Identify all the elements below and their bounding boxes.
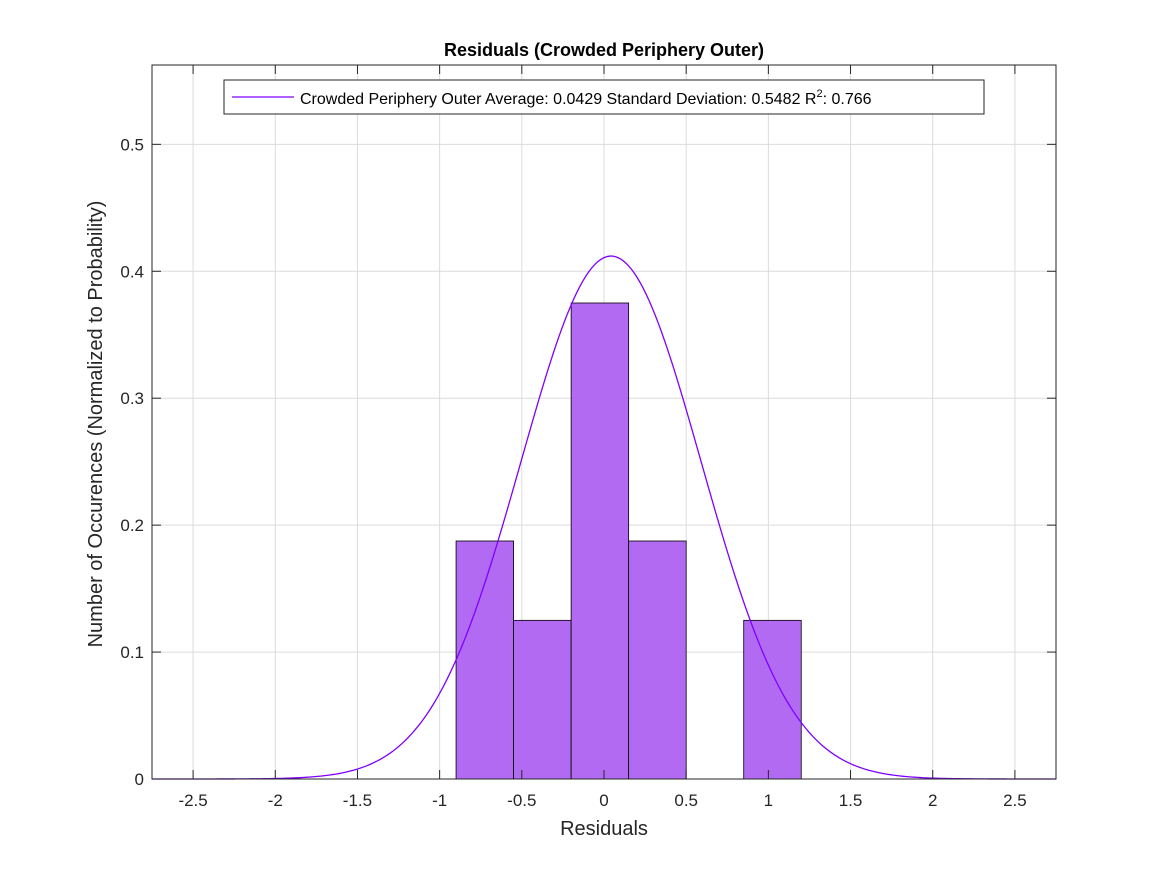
y-tick-labels: 0 0.1 0.2 0.3 0.4 0.5 (120, 135, 144, 789)
histogram-bar (455, 540, 514, 780)
x-tick-label: 2 (928, 791, 937, 810)
x-tick-label: 2.5 (1003, 791, 1027, 810)
chart-title: Residuals (Crowded Periphery Outer) (444, 40, 764, 60)
y-tick-label: 0.2 (120, 516, 144, 535)
x-tick-label: -0.5 (507, 791, 536, 810)
legend-text: Crowded Periphery Outer Average: 0.0429 … (300, 91, 816, 108)
y-tick-label: 0.1 (120, 643, 144, 662)
histogram-bar (743, 619, 802, 780)
x-tick-label: 1.5 (839, 791, 863, 810)
x-tick-label: -2 (268, 791, 283, 810)
y-tick-label: 0 (135, 770, 144, 789)
y-axis-label: Number of Occurences (Normalized to Prob… (85, 201, 107, 648)
y-tick-label: 0.4 (120, 262, 144, 281)
legend-box (223, 79, 985, 115)
legend-entry: Crowded Periphery Outer Average: 0.0429 … (300, 88, 872, 108)
x-tick-label: 0 (599, 791, 608, 810)
histogram-bar (513, 619, 572, 780)
histogram-bars (455, 302, 802, 780)
x-tick-label: -1.5 (343, 791, 372, 810)
histogram-bar (570, 302, 630, 780)
legend-superscript: 2 (816, 88, 822, 100)
legend: Crowded Periphery Outer Average: 0.0429 … (223, 79, 985, 115)
legend-text-end: : 0.766 (823, 91, 872, 108)
x-tick-label: -2.5 (178, 791, 207, 810)
histogram-bar (628, 540, 687, 780)
x-tick-label: 0.5 (674, 791, 698, 810)
x-tick-labels: -2.5 -2 -1.5 -1 -0.5 0 0.5 1 1.5 2 2.5 (178, 791, 1026, 810)
tick-marks (152, 65, 1056, 780)
y-tick-label: 0.3 (120, 389, 144, 408)
x-axis-label: Residuals (560, 818, 648, 840)
x-tick-label: 1 (764, 791, 773, 810)
x-tick-label: -1 (432, 791, 447, 810)
normal-fit-curve (152, 255, 1056, 780)
y-tick-label: 0.5 (120, 135, 144, 154)
